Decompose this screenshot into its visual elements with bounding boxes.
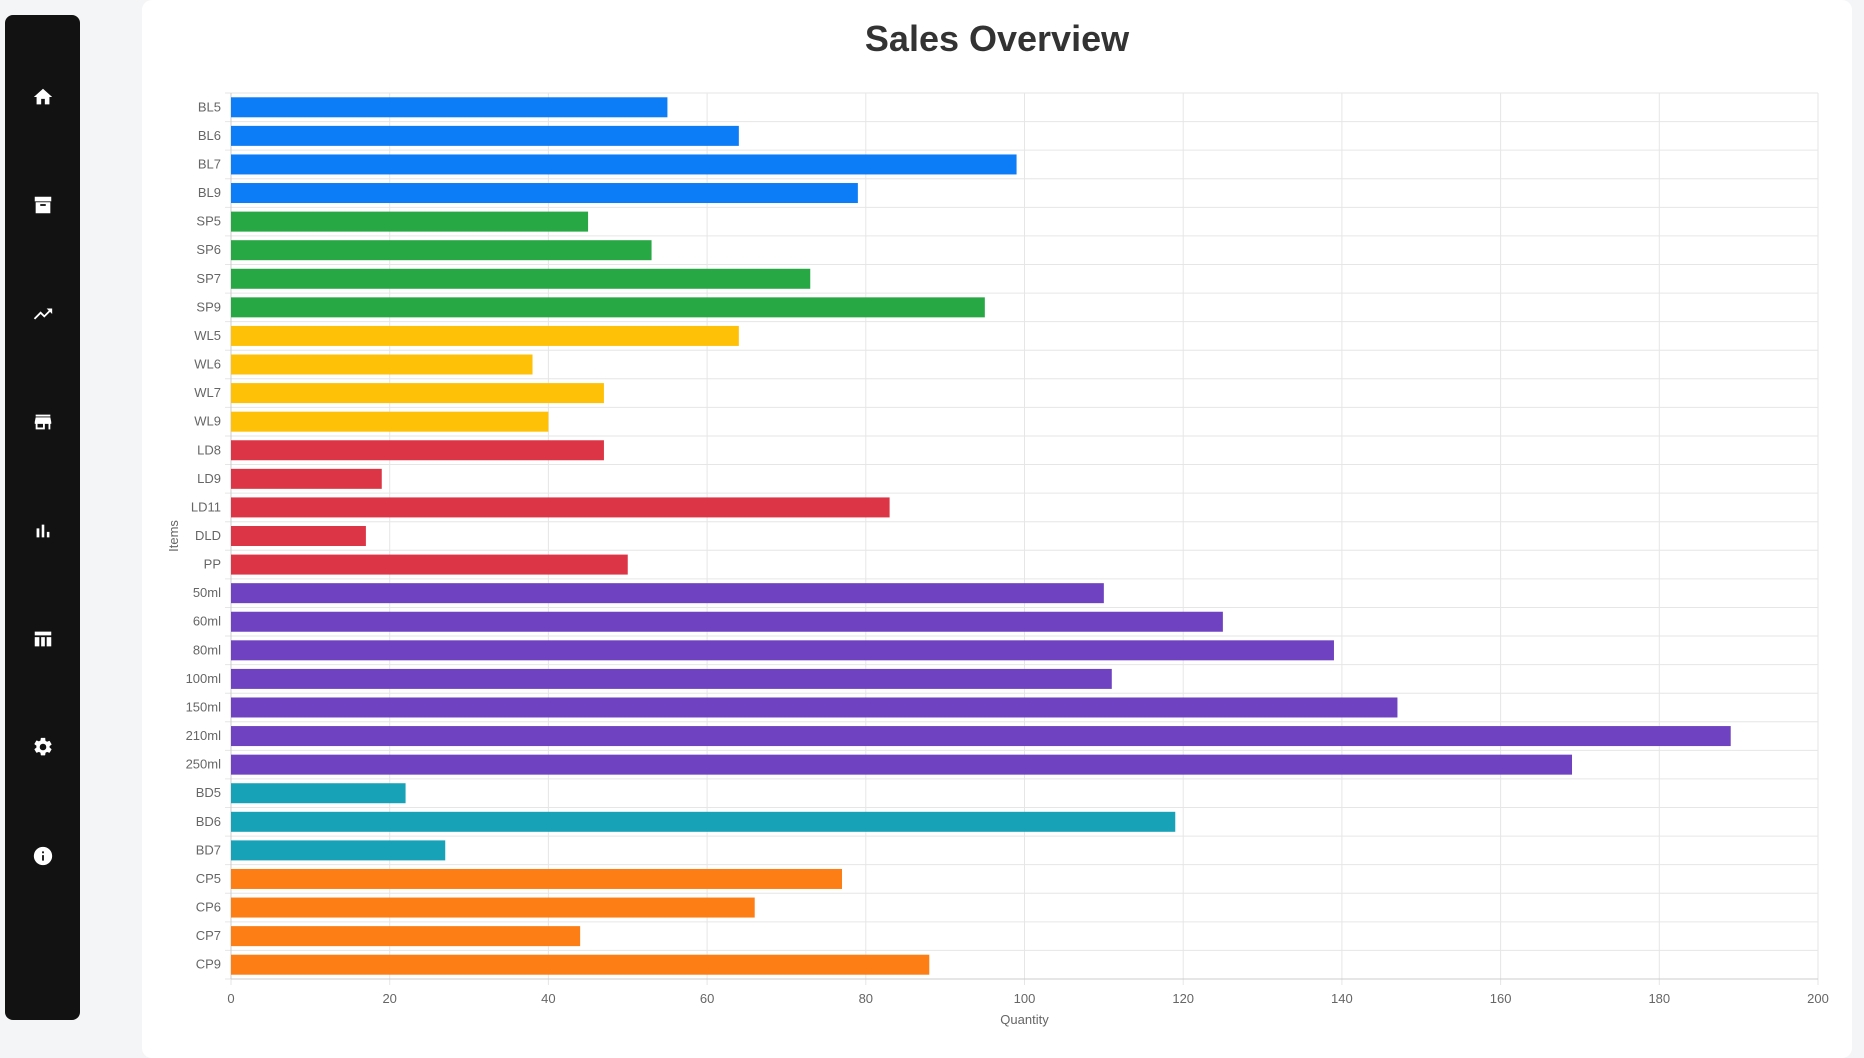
bar-60ml [231,611,1223,632]
y-tick-label: BD5 [196,785,221,800]
bar-CP9 [231,954,930,975]
bar-BD7 [231,840,446,861]
x-tick-label: 60 [700,991,714,1006]
nav-info[interactable] [5,826,80,886]
bar-WL7 [231,383,604,404]
bar-BL9 [231,183,858,204]
nav-home[interactable] [5,67,80,127]
bar-LD9 [231,468,382,489]
x-tick-label: 20 [382,991,396,1006]
y-axis-title: Items [166,520,181,552]
y-tick-label: 250ml [186,757,222,772]
x-tick-label: 0 [227,991,234,1006]
y-tick-label: WL5 [194,328,221,343]
bar-50ml [231,583,1104,604]
y-tick-label: DLD [195,528,221,543]
y-tick-label: BL7 [198,156,221,171]
x-tick-label: 200 [1807,991,1829,1006]
bar-DLD [231,526,366,546]
x-tick-label: 120 [1172,991,1194,1006]
y-tick-label: WL6 [194,357,221,372]
bar-LD8 [231,440,604,461]
y-tick-label: SP6 [196,242,221,257]
chart-title: Sales Overview [864,18,1130,59]
x-tick-label: 40 [541,991,555,1006]
table-icon [34,631,51,647]
nav-inventory[interactable] [5,175,80,235]
bar-WL5 [231,325,739,346]
bar-SP6 [231,240,652,261]
y-tick-label: BL9 [198,185,221,200]
y-tick-label: CP7 [196,928,221,943]
x-tick-label: 180 [1648,991,1670,1006]
bar-CP6 [231,897,755,918]
nav-trends[interactable] [5,284,80,344]
y-tick-label: 100ml [186,671,222,686]
nav-reports[interactable] [5,501,80,561]
x-axis-title: Quantity [1000,1012,1049,1027]
y-tick-label: BL5 [198,99,221,114]
bar-CP7 [231,926,581,947]
bar-BL5 [231,97,668,118]
y-tick-label: BD7 [196,842,221,857]
x-tick-label: 140 [1331,991,1353,1006]
bar-SP7 [231,268,811,289]
bar-WL6 [231,354,533,375]
bar-BL6 [231,125,739,146]
y-tick-label: LD11 [191,499,221,514]
bar-chart-icon [36,524,49,538]
bar-250ml [231,754,1573,775]
x-tick-label: 160 [1490,991,1512,1006]
bar-WL9 [231,411,549,432]
y-tick-label: 60ml [193,614,221,629]
y-tick-label: WL9 [194,414,221,429]
y-tick-label: PP [204,557,221,572]
bar-PP [231,554,628,575]
y-tick-label: 150ml [186,699,222,714]
y-tick-label: LD8 [197,442,221,457]
x-tick-label: 100 [1014,991,1036,1006]
nav-store[interactable] [5,392,80,452]
bar-CP5 [231,868,842,889]
y-tick-label: 210ml [186,728,222,743]
nav-settings[interactable] [5,717,80,777]
bar-80ml [231,640,1334,661]
archive-icon [34,196,51,214]
bar-SP9 [231,297,985,318]
bar-150ml [231,697,1398,718]
y-tick-label: SP5 [196,214,221,229]
y-tick-label: 50ml [193,585,221,600]
bar-100ml [231,668,1112,689]
gear-icon [33,737,52,756]
bar-210ml [231,726,1731,747]
nav-table[interactable] [5,609,80,669]
y-tick-label: BD6 [196,814,221,829]
bar-BD6 [231,811,1176,832]
bar-BL7 [231,154,1017,175]
bar-LD11 [231,497,890,518]
y-tick-label: 80ml [193,642,221,657]
y-tick-label: WL7 [194,385,221,400]
info-icon [33,846,52,866]
y-tick-label: CP9 [196,957,221,972]
sidebar [5,15,80,1020]
y-tick-label: CP5 [196,871,221,886]
y-tick-label: SP7 [196,271,221,286]
trending-up-icon [33,308,52,320]
x-tick-label: 80 [859,991,873,1006]
y-tick-label: LD9 [197,471,221,486]
home-icon [33,88,52,105]
y-tick-label: CP6 [196,900,221,915]
y-tick-label: BL6 [198,128,221,143]
store-icon [34,414,51,430]
y-tick-label: SP9 [196,299,221,314]
bar-SP5 [231,211,589,232]
bar-BD5 [231,783,406,804]
